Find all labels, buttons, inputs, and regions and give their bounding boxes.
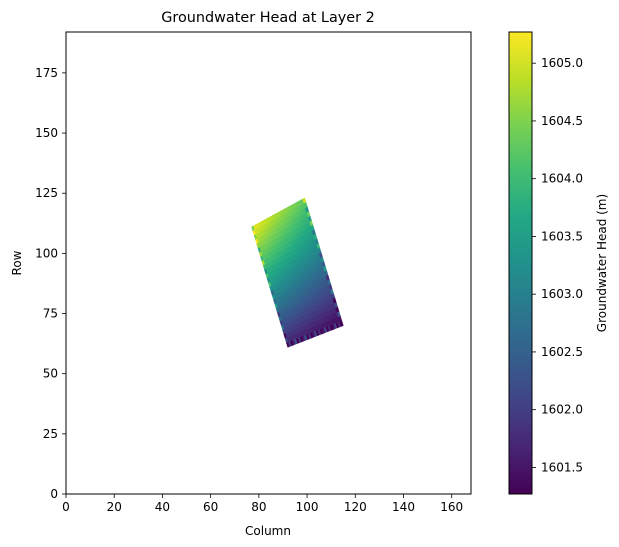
x-tick-label: 120 xyxy=(344,500,367,514)
plot-frame xyxy=(65,31,472,495)
y-axis: 0 25 50 75 100 125 150 175 xyxy=(35,66,66,501)
y-tick-label: 0 xyxy=(50,487,58,501)
y-tick-label: 175 xyxy=(35,66,58,80)
x-axis: 0 20 40 60 80 100 120 140 160 xyxy=(62,494,463,514)
colorbar-tick-label: 1602.0 xyxy=(541,403,583,417)
colorbar-tick-label: 1604.0 xyxy=(541,172,583,186)
colorbar-axis: 1601.5 1602.0 1602.5 1603.0 1603.5 1604.0 1604… xyxy=(532,56,583,474)
colorbar-tick-label: 1601.5 xyxy=(541,460,583,474)
y-tick-label: 50 xyxy=(43,367,58,381)
x-tick-label: 40 xyxy=(155,500,170,514)
y-tick-label: 150 xyxy=(35,126,58,140)
y-tick-label: 75 xyxy=(43,307,58,321)
x-tick-label: 160 xyxy=(440,500,463,514)
colorbar-tick-label: 1603.5 xyxy=(541,229,583,243)
heatmap-cell xyxy=(339,320,344,327)
x-tick-label: 100 xyxy=(296,500,319,514)
x-tick-label: 0 xyxy=(62,500,70,514)
colorbar-tick-label: 1603.0 xyxy=(541,287,583,301)
x-tick-label: 80 xyxy=(251,500,266,514)
colorbar-label: Groundwater Head (m) xyxy=(595,194,609,332)
x-tick-label: 20 xyxy=(107,500,122,514)
colorbar-tick-label: 1605.0 xyxy=(541,56,583,70)
y-axis-label: Row xyxy=(10,250,24,275)
chart-title: Groundwater Head at Layer 2 xyxy=(161,10,375,26)
colorbar-tick-label: 1602.5 xyxy=(541,345,583,359)
colorbar-tick-label: 1604.5 xyxy=(541,114,583,128)
x-tick-label: 140 xyxy=(392,500,415,514)
heatmap-cells xyxy=(251,197,344,348)
colorbar xyxy=(509,32,532,494)
y-tick-label: 100 xyxy=(35,246,58,260)
colorbar-frame xyxy=(508,31,533,495)
y-tick-label: 125 xyxy=(35,186,58,200)
x-axis-label: Column xyxy=(245,524,291,538)
x-tick-label: 60 xyxy=(203,500,218,514)
y-tick-label: 25 xyxy=(43,427,58,441)
